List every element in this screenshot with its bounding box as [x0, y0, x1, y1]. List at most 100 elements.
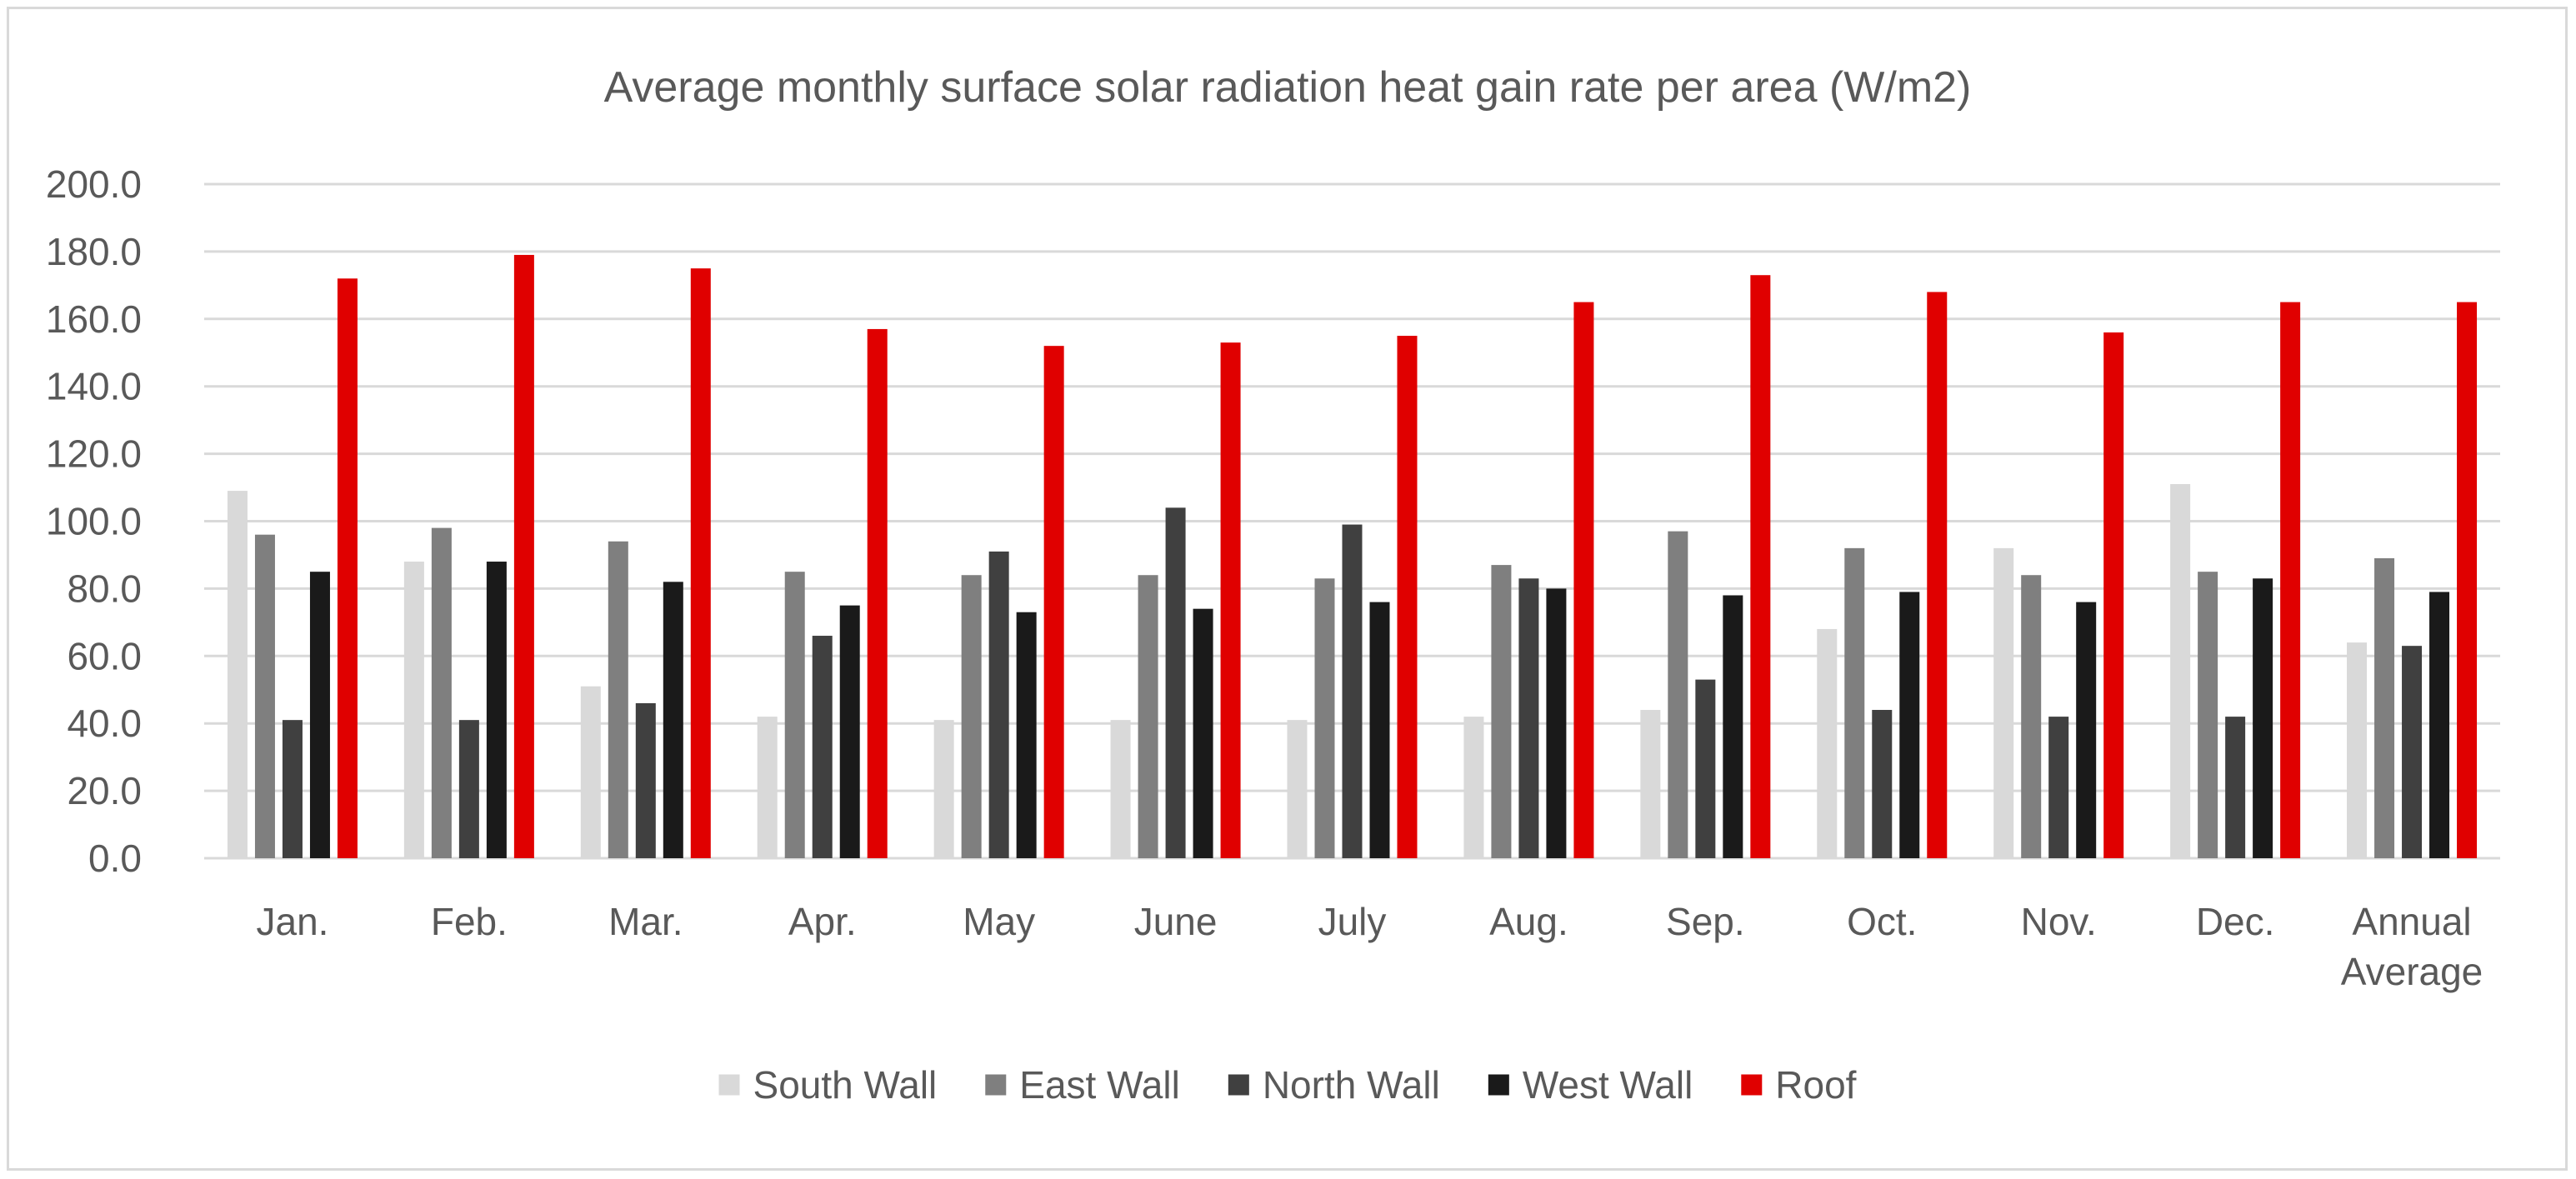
bars — [227, 254, 2478, 859]
bar-east-wall — [1668, 531, 1688, 858]
bar-east-wall — [2374, 557, 2395, 858]
bar-roof — [1220, 342, 1241, 858]
x-tick-label: Nov. — [2021, 900, 2097, 943]
bar-west-wall — [309, 572, 330, 858]
y-tick-label: 80.0 — [67, 567, 142, 610]
y-tick-label: 200.0 — [46, 162, 142, 206]
bar-north-wall — [1872, 710, 1893, 858]
bar-east-wall — [2198, 572, 2218, 858]
y-tick-label: 140.0 — [46, 365, 142, 408]
bar-west-wall — [2076, 602, 2097, 858]
x-tick-label: Apr. — [788, 900, 857, 943]
bar-north-wall — [2225, 717, 2246, 858]
bar-south-wall — [227, 491, 248, 858]
legend-swatch — [1488, 1074, 1509, 1096]
x-tick-label: Mar. — [608, 900, 683, 943]
bar-south-wall — [933, 720, 954, 858]
x-axis-tick-labels: Jan. Feb. Mar. Apr. May June July Aug. Sep. Oct. N… — [256, 900, 2483, 993]
bar-north-wall — [282, 720, 303, 858]
y-tick-label: 40.0 — [67, 702, 142, 745]
bar-west-wall — [486, 562, 507, 858]
bar-west-wall — [1546, 588, 1567, 858]
bar-west-wall — [1193, 608, 1213, 858]
bar-east-wall — [1138, 575, 1158, 858]
bar-west-wall — [2429, 592, 2450, 858]
legend-swatch — [718, 1074, 740, 1096]
bar-roof — [337, 278, 358, 858]
x-tick-label: June — [1134, 900, 1218, 943]
bar-roof — [2457, 302, 2478, 858]
legend-swatch — [1228, 1074, 1249, 1096]
bar-west-wall — [1369, 602, 1390, 858]
y-tick-label: 20.0 — [67, 769, 142, 812]
legend-label: East Wall — [1019, 1063, 1180, 1107]
bar-south-wall — [2347, 642, 2368, 858]
bar-north-wall — [2048, 717, 2069, 858]
y-tick-label: 180.0 — [46, 230, 142, 273]
x-tick-label: May — [963, 900, 1035, 943]
y-tick-label: 120.0 — [46, 432, 142, 476]
bar-east-wall — [961, 575, 982, 858]
bar-north-wall — [635, 702, 656, 858]
bar-roof — [513, 254, 534, 858]
bar-roof — [1397, 336, 1418, 858]
x-tick-label: July — [1318, 900, 1387, 943]
bar-roof — [1043, 346, 1064, 858]
bar-south-wall — [1993, 547, 2014, 858]
bar-roof — [1573, 302, 1594, 858]
legend-label: West Wall — [1523, 1063, 1693, 1107]
chart-title: Average monthly surface solar radiation … — [604, 63, 1972, 112]
x-tick-label: Annual — [2352, 900, 2471, 943]
bar-north-wall — [1695, 679, 1716, 858]
bar-west-wall — [1016, 612, 1037, 858]
y-tick-label: 0.0 — [88, 837, 142, 880]
bar-north-wall — [1165, 507, 1186, 858]
bar-south-wall — [1110, 720, 1131, 858]
bar-east-wall — [254, 534, 275, 858]
legend-label: South Wall — [753, 1063, 938, 1107]
bar-east-wall — [784, 572, 805, 858]
bar-east-wall — [431, 527, 452, 858]
bar-roof — [2103, 332, 2124, 859]
legend-item: West Wall — [1488, 1063, 1693, 1107]
legend-item: East Wall — [985, 1063, 1180, 1107]
legend-swatch — [985, 1074, 1007, 1096]
bar-south-wall — [1287, 720, 1308, 858]
bar-north-wall — [458, 720, 479, 858]
bar-west-wall — [663, 582, 683, 858]
legend-label: Roof — [1775, 1063, 1856, 1107]
bar-east-wall — [1844, 547, 1865, 858]
legend-item: Roof — [1741, 1063, 1857, 1107]
bar-east-wall — [1314, 578, 1335, 858]
bar-east-wall — [608, 541, 628, 858]
bar-west-wall — [2253, 578, 2273, 858]
bar-roof — [2280, 302, 2301, 858]
y-axis-tick-labels: 0.0 20.0 40.0 60.0 80.0 100.0 120.0 140.0 160.0 1… — [46, 162, 142, 880]
bar-roof — [1750, 275, 1771, 859]
y-tick-label: 60.0 — [67, 634, 142, 677]
bar-east-wall — [2021, 575, 2042, 858]
x-tick-label: Jan. — [256, 900, 328, 943]
legend-item: North Wall — [1228, 1063, 1440, 1107]
bar-roof — [690, 268, 711, 858]
bar-south-wall — [1817, 628, 1838, 858]
bar-north-wall — [988, 551, 1009, 858]
x-tick-label: Aug. — [1489, 900, 1568, 943]
bar-south-wall — [2170, 484, 2191, 858]
bar-north-wall — [2402, 646, 2423, 858]
x-tick-label: Dec. — [2196, 900, 2275, 943]
bar-west-wall — [1899, 592, 1920, 858]
bar-west-wall — [839, 605, 860, 858]
y-tick-label: 160.0 — [46, 297, 142, 341]
bar-east-wall — [1491, 565, 1512, 858]
x-tick-label: Feb. — [431, 900, 508, 943]
bar-south-wall — [580, 686, 601, 858]
bar-north-wall — [812, 636, 833, 858]
bar-roof — [1927, 292, 1948, 858]
legend-label: North Wall — [1263, 1063, 1440, 1107]
legend-item: South Wall — [718, 1063, 938, 1107]
y-tick-label: 100.0 — [46, 500, 142, 543]
bar-south-wall — [1463, 717, 1484, 858]
bar-roof — [867, 328, 888, 858]
